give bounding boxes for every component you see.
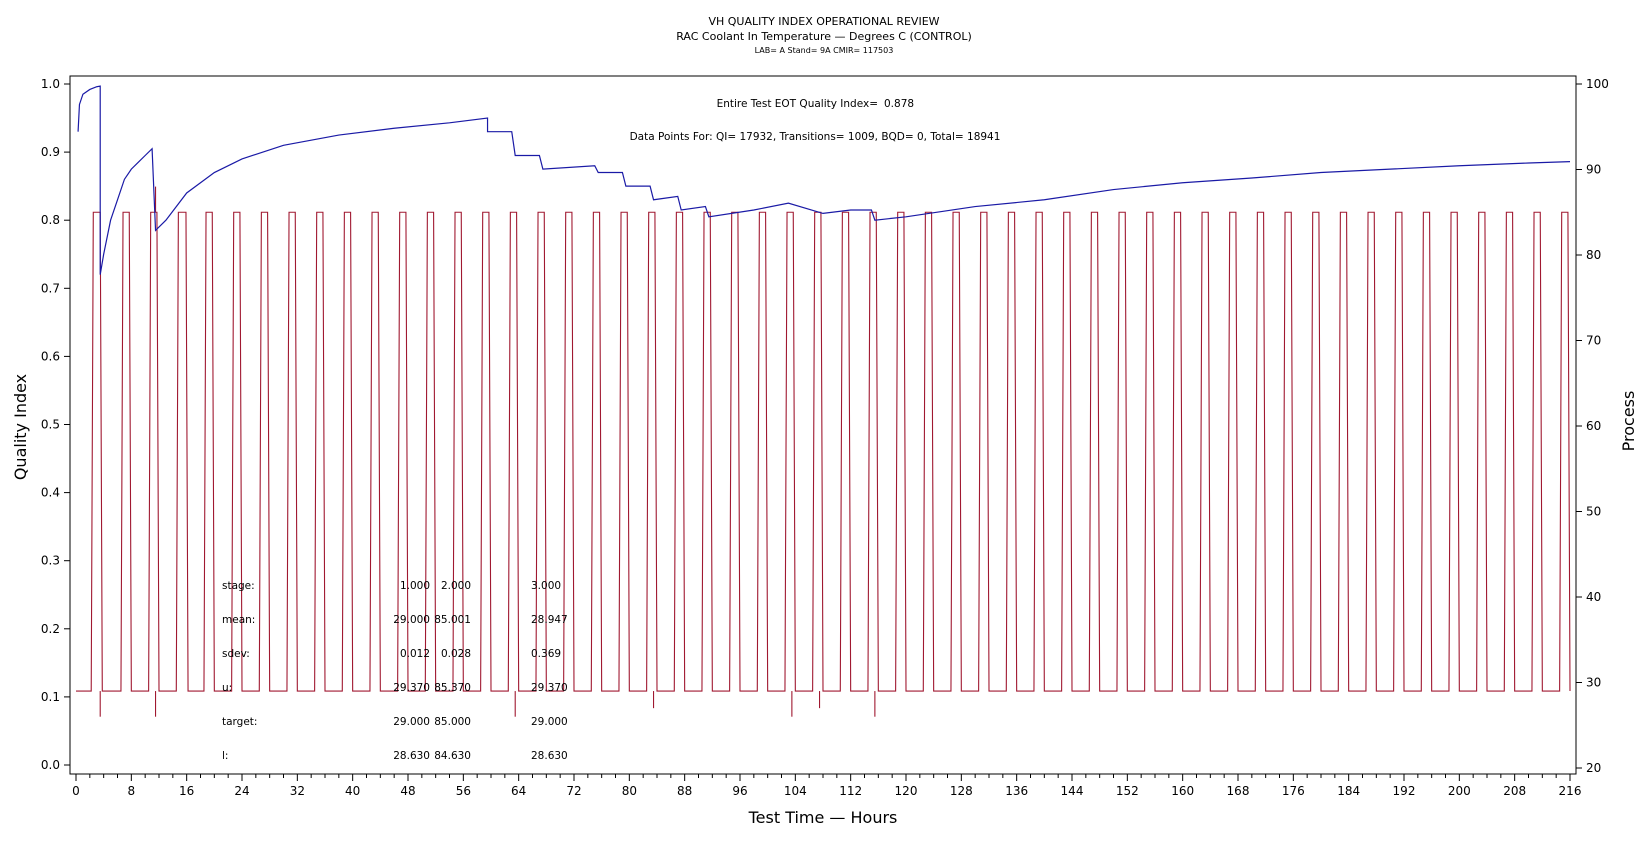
stats-row-label: u: — [222, 682, 232, 694]
qi-annotation-label: Entire Test EOT Quality Index= — [717, 98, 878, 110]
x-tick-label: 208 — [1503, 784, 1526, 798]
process-line — [76, 211, 1571, 692]
stats-cell: 0.028 — [441, 648, 471, 660]
stats-cell: 85.001 — [434, 614, 471, 626]
x-tick-label: 128 — [950, 784, 973, 798]
stats-cell: 29.000 — [531, 716, 568, 728]
stats-table: stage: 1.000 2.000 3.000 mean: 29.000 85.001 28… — [222, 580, 568, 762]
y2-tick-label: 20 — [1586, 761, 1601, 775]
x-tick-label: 160 — [1171, 784, 1194, 798]
x-tick-label: 184 — [1337, 784, 1360, 798]
x-tick-label: 16 — [179, 784, 194, 798]
x-tick-label: 192 — [1393, 784, 1416, 798]
y-axis-label: Quality Index — [11, 374, 30, 480]
stats-cell: 29.370 — [393, 682, 430, 694]
x-tick-label: 216 — [1559, 784, 1582, 798]
x-tick-label: 24 — [234, 784, 249, 798]
y2-tick-label: 40 — [1586, 590, 1601, 604]
datapoints-annotation: Data Points For: QI= 17932, Transitions=… — [630, 131, 1001, 143]
stats-cell: 0.012 — [400, 648, 430, 660]
stats-cell: 84.630 — [434, 750, 471, 762]
y-tick-label: 0.6 — [41, 349, 60, 363]
y-tick-label: 0.0 — [41, 758, 60, 772]
stats-cell: 28.947 — [531, 614, 568, 626]
stats-row-label: sdev: — [222, 648, 250, 660]
y-tick-label: 0.7 — [41, 281, 60, 295]
x-axis-label: Test Time — Hours — [748, 808, 898, 827]
x-tick-label: 0 — [72, 784, 80, 798]
x-tick-label: 72 — [566, 784, 581, 798]
x-tick-label: 64 — [511, 784, 526, 798]
stats-cell: 28.630 — [393, 750, 430, 762]
stats-row-label: target: — [222, 716, 257, 728]
x-axis: 0 8 16 24 32 40 48 56 64 72 80 88 96 104 112 120 128 136 1… — [72, 774, 1581, 798]
stats-row-label: stage: — [222, 580, 255, 592]
stats-cell: 29.370 — [531, 682, 568, 694]
x-tick-label: 56 — [456, 784, 471, 798]
x-tick-label: 88 — [677, 784, 692, 798]
stats-row-label: l: — [222, 750, 228, 762]
x-tick-label: 152 — [1116, 784, 1139, 798]
x-tick-label: 80 — [622, 784, 637, 798]
y-tick-label: 1.0 — [41, 77, 60, 91]
x-tick-label: 176 — [1282, 784, 1305, 798]
x-tick-label: 96 — [732, 784, 747, 798]
x-tick-label: 120 — [895, 784, 918, 798]
x-tick-label: 8 — [128, 784, 136, 798]
y-tick-label: 0.9 — [41, 145, 60, 159]
x-tick-label: 200 — [1448, 784, 1471, 798]
y2-tick-label: 100 — [1586, 77, 1609, 91]
y2-tick-label: 50 — [1586, 505, 1601, 519]
x-tick-label: 144 — [1061, 784, 1084, 798]
x-tick-label: 104 — [784, 784, 807, 798]
y-tick-label: 0.1 — [41, 690, 60, 704]
x-tick-label: 136 — [1005, 784, 1028, 798]
chart-title: VH QUALITY INDEX OPERATIONAL REVIEW — [708, 15, 939, 28]
y-tick-label: 0.2 — [41, 622, 60, 636]
x-tick-label: 112 — [839, 784, 862, 798]
y2-tick-label: 30 — [1586, 676, 1601, 690]
stats-cell: 85.370 — [434, 682, 471, 694]
stats-cell: 85.000 — [434, 716, 471, 728]
qi-annotation-value: 0.878 — [884, 98, 914, 110]
x-tick-label: 168 — [1227, 784, 1250, 798]
stats-cell: 1.000 — [400, 580, 430, 592]
process-series — [76, 186, 1571, 717]
stats-cell: 3.000 — [531, 580, 561, 592]
y2-tick-label: 70 — [1586, 334, 1601, 348]
stats-cell: 2.000 — [441, 580, 471, 592]
quality-index-series — [77, 85, 1571, 275]
x-tick-label: 40 — [345, 784, 360, 798]
y-tick-label: 0.5 — [41, 418, 60, 432]
chart-info: LAB= A Stand= 9A CMIR= 117503 — [755, 46, 894, 55]
y-tick-label: 0.3 — [41, 554, 60, 568]
y-axis-left: 0.0 0.1 0.2 0.3 0.4 0.5 0.6 0.7 0.8 0.9 1.0 — [41, 77, 70, 772]
stats-row-label: mean: — [222, 614, 255, 626]
y-axis-right: 20 30 40 50 60 70 80 90 100 — [1576, 77, 1609, 775]
y-tick-label: 0.4 — [41, 486, 60, 500]
stats-cell: 0.369 — [531, 648, 561, 660]
stats-cell: 29.000 — [393, 716, 430, 728]
x-tick-label: 32 — [290, 784, 305, 798]
y-tick-label: 0.8 — [41, 213, 60, 227]
stats-cell: 29.000 — [393, 614, 430, 626]
stats-cell: 28.630 — [531, 750, 568, 762]
x-tick-label: 48 — [400, 784, 415, 798]
quality-index-line — [77, 85, 1571, 275]
y2-tick-label: 80 — [1586, 248, 1601, 262]
y2-axis-label: Process — [1619, 391, 1638, 452]
y2-tick-label: 90 — [1586, 163, 1601, 177]
y2-tick-label: 60 — [1586, 419, 1601, 433]
chart-subtitle: RAC Coolant In Temperature — Degrees C (… — [676, 30, 972, 43]
